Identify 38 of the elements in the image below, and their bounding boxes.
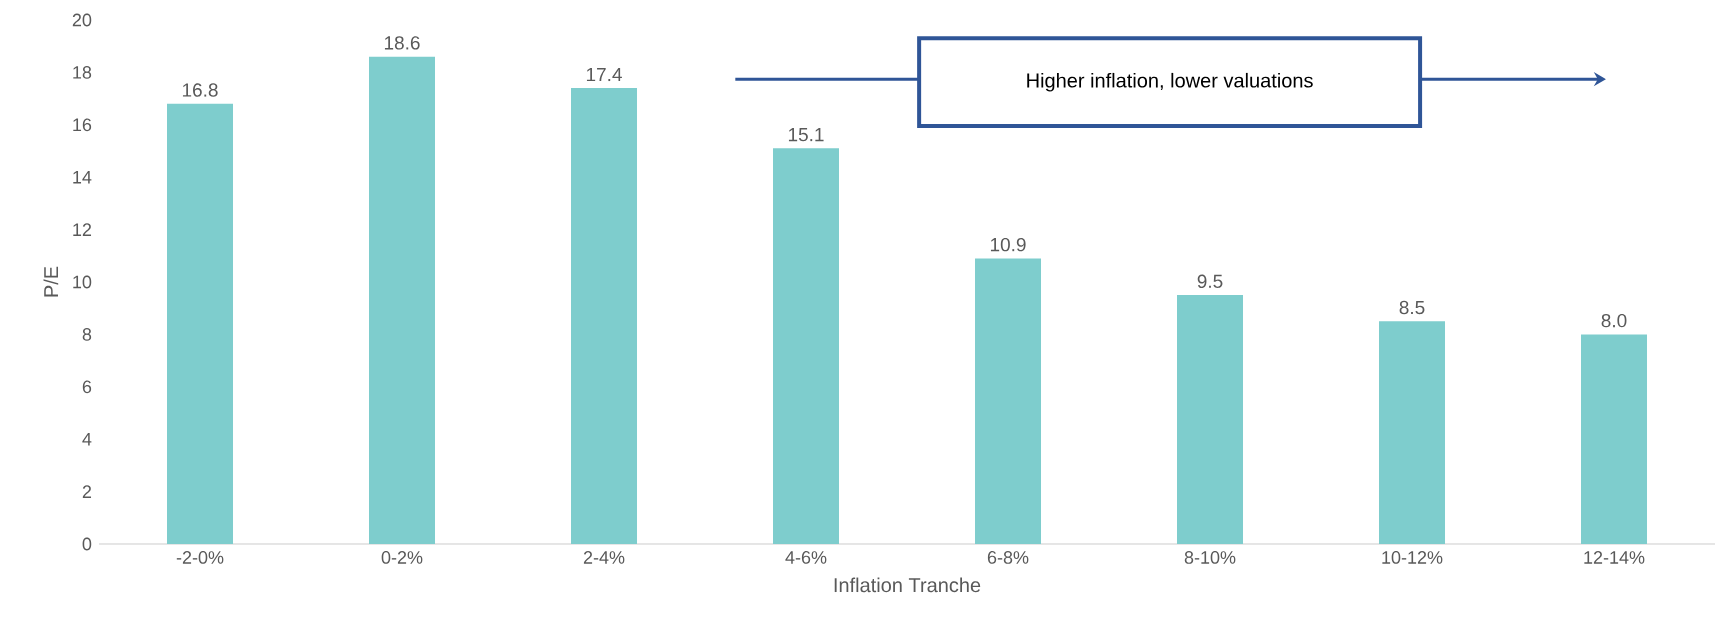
y-tick-label: 6 xyxy=(82,380,92,394)
x-tick-label: 12-14% xyxy=(1584,551,1645,564)
y-tick-label: 12 xyxy=(73,223,92,236)
y-tick-label: 8 xyxy=(82,328,92,341)
y-tick-label: 18 xyxy=(73,66,92,79)
bar xyxy=(1177,295,1244,544)
data-label: 17.4 xyxy=(586,67,622,82)
bar xyxy=(369,56,435,544)
y-tick-label: 14 xyxy=(73,171,92,184)
y-axis-title: P/E xyxy=(43,266,59,297)
x-tick-label: 4-6% xyxy=(785,551,827,564)
x-tick-label: 10-12% xyxy=(1382,551,1443,564)
x-tick-label: 8-10% xyxy=(1184,551,1236,564)
data-label: 18.6 xyxy=(384,36,420,50)
x-axis-title: Inflation Tranche xyxy=(834,577,981,593)
y-tick-label: 4 xyxy=(82,433,92,446)
bar xyxy=(975,258,1041,544)
data-label: 16.8 xyxy=(182,83,218,97)
y-tick-label: 2 xyxy=(82,485,92,498)
y-tick-label: 20 xyxy=(72,13,92,27)
bar xyxy=(1379,321,1445,544)
data-label: 9.5 xyxy=(1197,274,1223,289)
y-tick-label: 16 xyxy=(73,118,92,132)
bar xyxy=(773,148,839,544)
y-tick-label: 0 xyxy=(82,537,92,551)
annotation: Higher inflation, lower valuations xyxy=(1027,72,1313,92)
data-label: 15.1 xyxy=(788,128,824,142)
bar xyxy=(167,103,233,544)
x-tick-label: 2-4% xyxy=(583,551,625,564)
data-label: 8.5 xyxy=(1399,300,1425,315)
x-tick-label: 6-8% xyxy=(987,551,1029,564)
data-label: 8.0 xyxy=(1601,313,1627,328)
x-tick-label: 0-2% xyxy=(381,551,423,564)
data-label: 10.9 xyxy=(990,237,1026,252)
bar xyxy=(571,88,637,544)
bar xyxy=(1581,334,1648,544)
y-tick-label: 10 xyxy=(73,275,92,289)
x-tick-label: -2-0% xyxy=(176,551,224,564)
